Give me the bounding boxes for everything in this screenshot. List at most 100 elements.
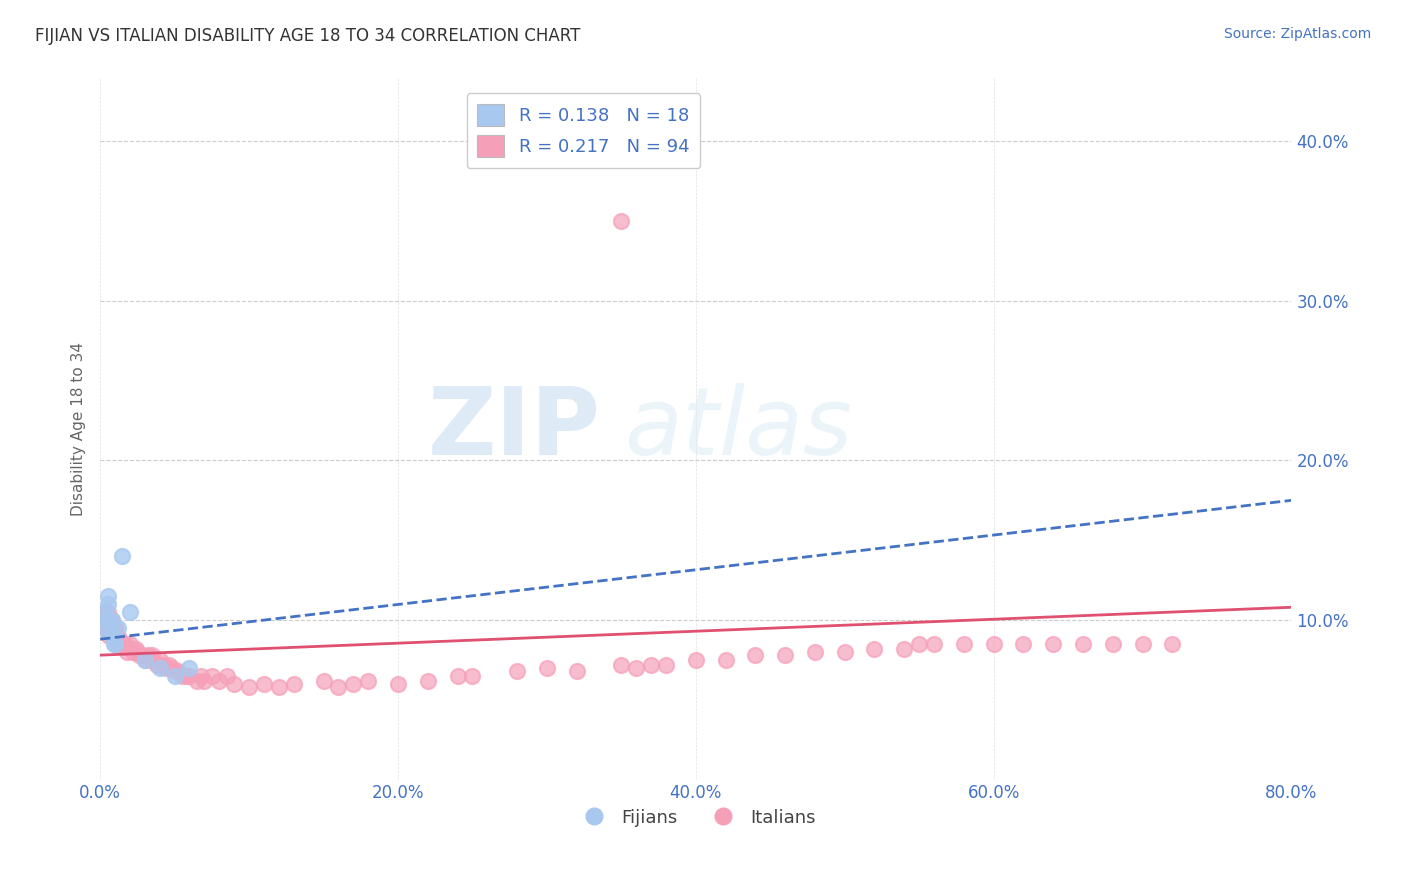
Point [773, 648, 796, 662]
Point [101, 621, 124, 635]
Point [610, 657, 633, 672]
Point [908, 637, 931, 651]
Point [108, 632, 131, 647]
Point [107, 629, 129, 643]
Point [1101, 637, 1123, 651]
Point [176, 669, 198, 683]
Point [179, 669, 201, 683]
Point [357, 673, 380, 688]
Point [1161, 637, 1184, 651]
Point [100, 613, 122, 627]
Point [224, 677, 246, 691]
Point [136, 648, 159, 662]
Point [387, 677, 409, 691]
Point [1042, 637, 1064, 651]
Point [166, 664, 188, 678]
Point [97, 589, 120, 603]
Point [714, 653, 737, 667]
Point [94, 613, 117, 627]
Point [640, 657, 662, 672]
Point [893, 641, 915, 656]
Point [97, 605, 120, 619]
Point [201, 669, 224, 683]
Point [128, 648, 150, 662]
Text: ZIP: ZIP [427, 383, 600, 475]
Point [104, 629, 127, 643]
Point [506, 664, 529, 678]
Point [97, 613, 120, 627]
Point [141, 648, 163, 662]
Point [98, 629, 121, 643]
Point [834, 645, 856, 659]
Point [112, 637, 135, 651]
Point [122, 645, 145, 659]
Point [283, 677, 305, 691]
Point [1071, 637, 1094, 651]
Point [100, 621, 122, 635]
Point [125, 641, 148, 656]
Point [114, 637, 136, 651]
Point [91, 621, 114, 635]
Point [170, 669, 193, 683]
Point [446, 669, 468, 683]
Point [863, 641, 886, 656]
Point [107, 621, 129, 635]
Point [101, 613, 124, 627]
Point [416, 673, 439, 688]
Point [105, 632, 128, 647]
Point [238, 680, 260, 694]
Point [193, 673, 215, 688]
Point [186, 673, 208, 688]
Point [953, 637, 976, 651]
Point [107, 637, 129, 651]
Point [179, 661, 201, 675]
Point [93, 613, 115, 627]
Point [94, 605, 117, 619]
Text: atlas: atlas [624, 383, 852, 474]
Point [118, 605, 141, 619]
Point [110, 637, 132, 651]
Text: Source: ZipAtlas.com: Source: ZipAtlas.com [1223, 27, 1371, 41]
Point [91, 605, 114, 619]
Point [922, 637, 945, 651]
Point [152, 657, 174, 672]
Point [328, 680, 350, 694]
Point [103, 629, 125, 643]
Point [115, 645, 138, 659]
Point [103, 621, 125, 635]
Point [93, 605, 115, 619]
Point [134, 653, 156, 667]
Point [98, 613, 121, 627]
Point [131, 648, 153, 662]
Point [1012, 637, 1035, 651]
Point [101, 613, 124, 627]
Point [101, 629, 124, 643]
Point [610, 214, 633, 228]
Point [253, 677, 276, 691]
Point [983, 637, 1005, 651]
Point [163, 669, 186, 683]
Point [97, 621, 120, 635]
Point [1132, 637, 1154, 651]
Point [100, 621, 122, 635]
Point [163, 664, 186, 678]
Point [155, 661, 177, 675]
Point [111, 637, 134, 651]
Point [342, 677, 364, 691]
Point [118, 637, 141, 651]
Point [461, 669, 484, 683]
Point [215, 669, 238, 683]
Point [565, 664, 588, 678]
Point [536, 661, 558, 675]
Point [157, 657, 180, 672]
Y-axis label: Disability Age 18 to 34: Disability Age 18 to 34 [72, 342, 86, 516]
Point [312, 673, 335, 688]
Point [626, 661, 648, 675]
Point [145, 657, 167, 672]
Point [104, 621, 127, 635]
Point [104, 637, 127, 651]
Point [93, 621, 115, 635]
Point [804, 645, 827, 659]
Point [149, 653, 172, 667]
Point [208, 673, 231, 688]
